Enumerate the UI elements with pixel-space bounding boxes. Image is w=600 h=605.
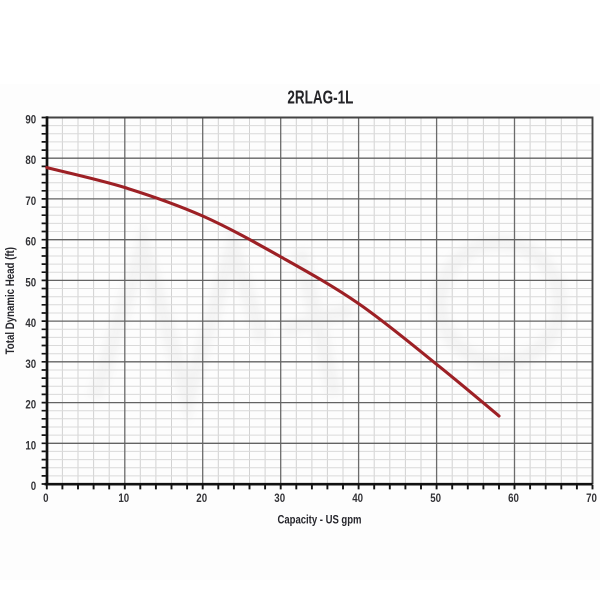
svg-text:50: 50 [430,491,441,505]
svg-text:0: 0 [43,491,49,505]
svg-text:70: 70 [586,491,597,505]
svg-text:60: 60 [25,235,36,249]
svg-text:40: 40 [352,491,363,505]
svg-text:2RLAG-1L: 2RLAG-1L [287,88,353,108]
svg-text:20: 20 [196,491,207,505]
svg-text:70: 70 [25,194,36,208]
svg-text:30: 30 [25,357,36,371]
svg-text:10: 10 [25,438,36,452]
svg-text:0: 0 [31,479,37,493]
svg-text:Total Dynamic Head (ft): Total Dynamic Head (ft) [3,247,17,354]
svg-text:60: 60 [508,491,519,505]
svg-text:80: 80 [25,153,36,167]
svg-text:50: 50 [25,275,36,289]
svg-text:90: 90 [25,113,36,127]
svg-text:Capacity - US gpm: Capacity - US gpm [278,512,362,526]
svg-text:10: 10 [118,491,129,505]
svg-text:30: 30 [274,491,285,505]
svg-text:40: 40 [25,316,36,330]
svg-text:20: 20 [25,398,36,412]
